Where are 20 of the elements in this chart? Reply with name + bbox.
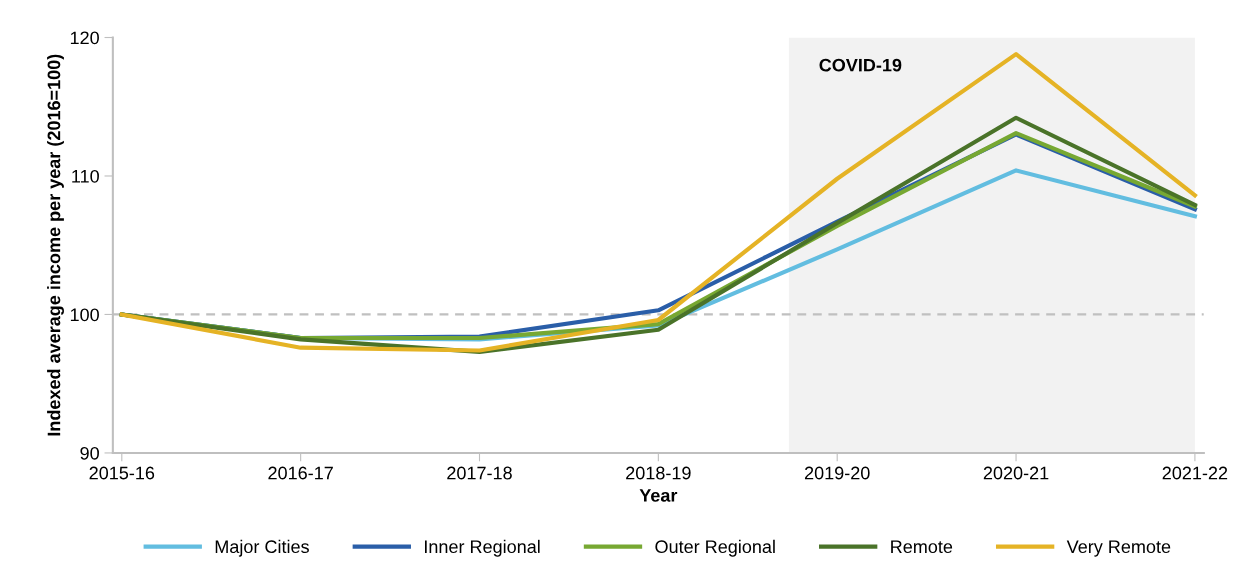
x-tick-label: 2016-17	[268, 466, 333, 480]
y-tick-label: 120	[70, 31, 99, 45]
y-tick-label: 90	[80, 446, 99, 460]
y-axis-title: Indexed average income per year (2016=100)	[47, 54, 64, 436]
y-tick-label: 110	[72, 169, 99, 183]
x-tick-label: 2017-18	[447, 466, 512, 480]
x-tick-label: 2021-22	[1162, 466, 1228, 480]
legend-label: Very Remote	[1066, 540, 1171, 557]
x-tick-label: 2019-20	[804, 466, 870, 480]
legend-label: Remote	[891, 540, 953, 554]
legend-label: Outer Regional	[655, 539, 775, 557]
line-series	[119, 52, 1197, 353]
legend-label: Inner Regional	[425, 539, 540, 557]
y-tick-label: 100	[70, 308, 99, 322]
legend-label: Major Cities	[215, 539, 309, 557]
x-tick-label: 2020-21	[983, 466, 1049, 480]
x-tick-label: 2015-16	[89, 466, 155, 480]
x-axis-title: Year	[639, 489, 678, 502]
annotation: COVID-19	[819, 58, 902, 72]
x-tick-label: 2018-19	[626, 466, 691, 480]
